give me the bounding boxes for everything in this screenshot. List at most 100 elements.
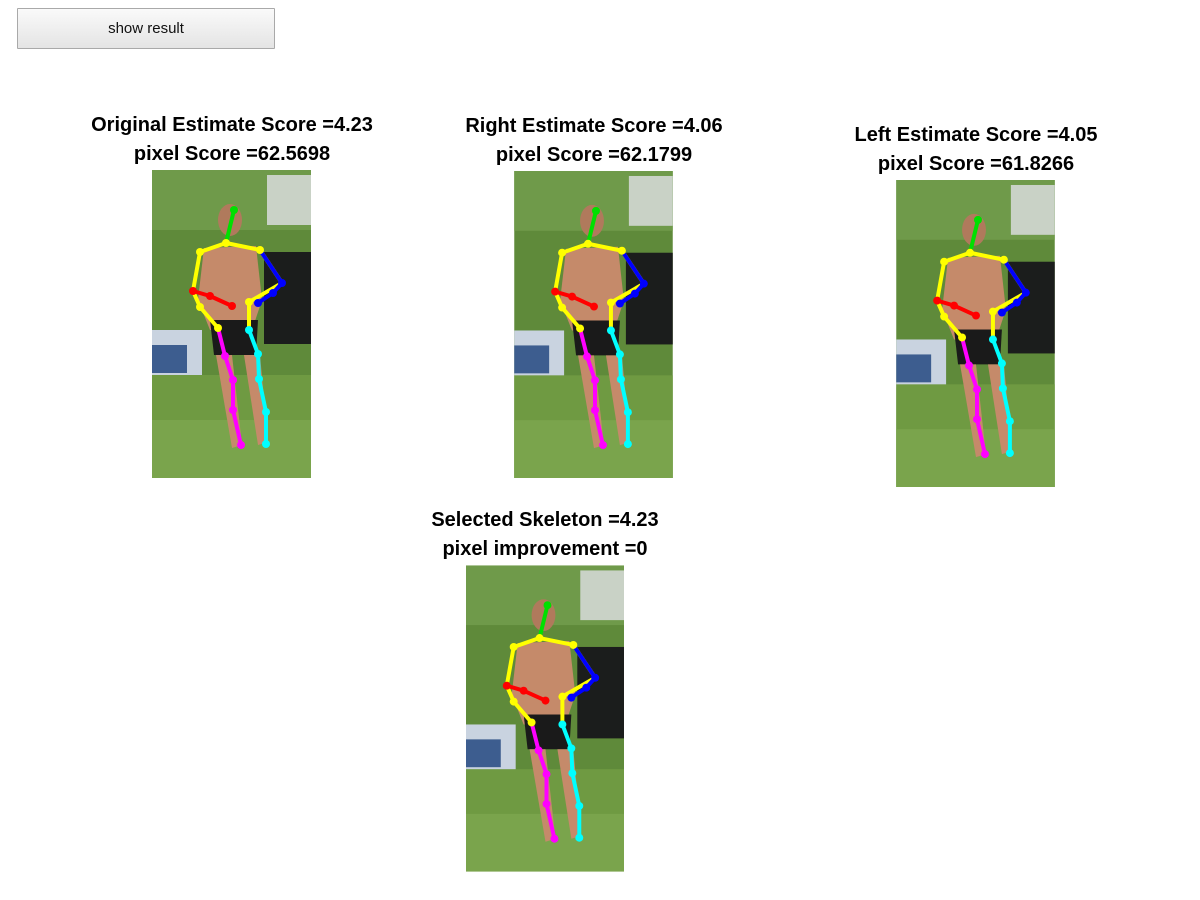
skeleton-joint [542, 799, 551, 808]
left-estimate-score-text: Left Estimate Score =4.05 [854, 124, 1098, 146]
skeleton-joint [1005, 417, 1014, 426]
skeleton-right-leg-segment [529, 720, 541, 753]
skeleton-head-segment [537, 603, 550, 640]
skeleton-torso-segment [511, 636, 542, 649]
skeleton-joint [255, 375, 263, 383]
selected-skeleton-image [466, 565, 624, 872]
skeleton-left-leg-segment [247, 328, 260, 356]
skeleton-joint [262, 408, 270, 416]
skeleton-joint [567, 693, 576, 702]
skeleton-joint [245, 298, 253, 306]
skeleton-joint [974, 215, 982, 224]
skeleton-joint [639, 279, 648, 288]
skeleton-joint [606, 326, 615, 335]
skeleton-joint [550, 834, 559, 843]
skeleton-joint [630, 289, 639, 298]
skeleton-right-leg-segment [967, 363, 979, 392]
skeleton-joint [940, 257, 949, 266]
vehicle-window [152, 345, 187, 373]
skeleton-joint [256, 246, 264, 254]
skeleton-joint [278, 279, 286, 287]
skeleton-left-leg-segment [608, 328, 622, 357]
skeleton-left-leg-segment [1000, 386, 1012, 424]
left-estimate-title: Left Estimate Score =4.05 pixel Score =6… [855, 121, 1098, 179]
left-pixel-score-text: pixel Score =61.8266 [877, 153, 1075, 175]
skeleton-right-leg-segment [578, 326, 590, 359]
skeleton-joint [1021, 288, 1030, 297]
skeleton-torso-segment [942, 250, 973, 264]
vehicle-window [466, 739, 501, 768]
skeleton-joint [262, 440, 270, 448]
vehicle-window [896, 354, 932, 383]
skeleton-joint [999, 255, 1008, 264]
skeleton-joint [973, 415, 981, 424]
skeleton-joint [214, 324, 222, 332]
skeleton-torso-segment [191, 250, 202, 293]
skeleton-joint [973, 385, 981, 394]
skeleton-right-arm-segment [521, 688, 548, 703]
skeleton-joint [598, 441, 607, 450]
skeleton-torso-segment [224, 241, 262, 252]
skeleton-joint [206, 292, 214, 300]
skeleton-joint [988, 307, 997, 316]
skeleton-left-arm-segment [571, 642, 598, 680]
skeleton-joint [543, 601, 552, 610]
skeleton-joint [542, 770, 551, 779]
skeleton-joint [933, 296, 942, 305]
skeleton-left-leg-segment [990, 337, 1004, 366]
skeleton-torso-segment [511, 699, 534, 725]
right-estimate-score-text: Right Estimate Score =4.06 [465, 115, 723, 137]
skeleton-torso-segment [537, 636, 576, 647]
skeleton-joint [617, 246, 626, 255]
skeleton-joint [568, 292, 577, 301]
skeleton-joint [519, 686, 528, 695]
skeleton-joint [980, 450, 989, 459]
skeleton-joint [615, 299, 624, 308]
skeleton-joint [254, 299, 262, 307]
skeleton-head-segment [224, 208, 236, 245]
skeleton-joint [576, 324, 585, 333]
skeleton-joint [575, 801, 584, 810]
skeleton-torso-segment [198, 305, 220, 330]
skeleton-joint [1005, 449, 1014, 458]
skeleton-joint [535, 634, 544, 642]
person-torso [560, 246, 624, 331]
pixel-improvement-text: pixel improvement =0 [442, 538, 648, 560]
skeleton-joint [196, 303, 204, 311]
skeleton-joint [997, 359, 1006, 368]
skeleton-right-leg-segment [544, 801, 557, 841]
skeleton-right-leg-segment [216, 326, 227, 358]
left-estimate-image [896, 180, 1055, 487]
show-result-button[interactable]: show result [17, 8, 275, 49]
skeleton-joint [269, 289, 277, 297]
skeleton-joint [228, 302, 236, 310]
skeleton-torso-segment [935, 259, 947, 303]
skeleton-right-arm-segment [570, 294, 596, 309]
skeleton-joint [558, 720, 567, 729]
skeleton-joint [189, 287, 197, 295]
skeleton-left-leg-segment [257, 377, 268, 414]
skeleton-right-leg-segment [593, 408, 605, 448]
skeleton-right-leg-segment [536, 748, 549, 777]
person-torso [511, 640, 576, 725]
skeleton-joint [998, 384, 1007, 393]
skeleton-right-leg-segment [975, 417, 987, 457]
skeleton-joint [221, 352, 229, 360]
skeleton-left-leg-segment [570, 771, 582, 808]
skeleton-left-leg-segment [560, 722, 574, 751]
skeleton-joint [229, 376, 237, 384]
right-estimate-image [514, 171, 673, 478]
skeleton-joint [230, 206, 238, 214]
skeleton-right-leg-segment [585, 354, 597, 383]
skeleton-joint [582, 683, 591, 692]
sky-patch [580, 570, 624, 621]
skeleton-joint [623, 440, 632, 449]
skeleton-joint [1012, 298, 1021, 307]
skeleton-joint [966, 248, 975, 257]
skeleton-joint [997, 308, 1006, 317]
skeleton-joint [509, 697, 518, 706]
skeleton-joint [591, 673, 600, 682]
skeleton-left-leg-segment [618, 377, 630, 415]
skeleton-joint [591, 376, 599, 385]
skeleton-torso-segment [198, 241, 228, 254]
